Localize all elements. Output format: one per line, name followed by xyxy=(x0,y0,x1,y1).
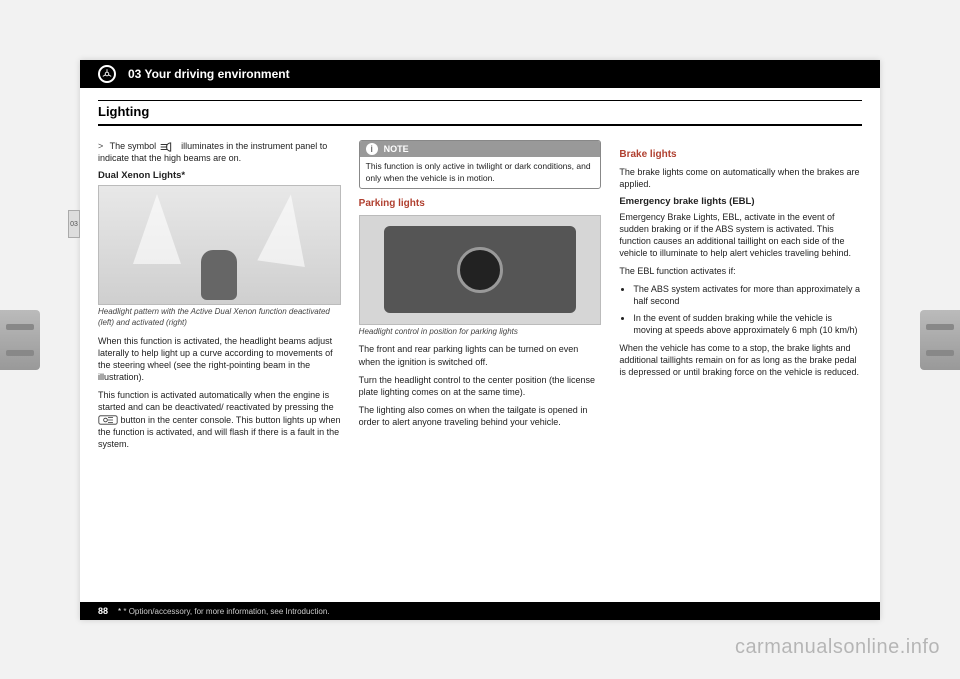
column-3: Brake lights The brake lights come on au… xyxy=(619,140,862,580)
col3-p4: When the vehicle has come to a stop, the… xyxy=(619,342,862,378)
headlight-pattern-figure xyxy=(98,185,341,305)
chapter-side-tab: 03 xyxy=(68,210,80,238)
ebl-bullet-2: In the event of sudden braking while the… xyxy=(633,312,862,336)
parking-lights-heading: Parking lights xyxy=(359,197,602,211)
chevron-icon: > xyxy=(98,141,103,151)
headlight-control-figure xyxy=(359,215,602,325)
section-rule-bottom xyxy=(98,124,862,126)
column-2: i NOTE This function is only active in t… xyxy=(359,140,602,580)
binding-decoration-right xyxy=(920,310,960,370)
column-1: > The symbol illuminates in the instrume… xyxy=(98,140,341,580)
ebl-bullets: The ABS system activates for more than a… xyxy=(619,283,862,336)
high-beam-symbol-icon xyxy=(159,142,179,152)
section-heading-block: Lighting xyxy=(80,88,880,130)
col1-p2: This function is activated automatically… xyxy=(98,389,341,450)
chapter-title: 03 Your driving environment xyxy=(128,67,290,81)
col2-p2: Turn the headlight control to the center… xyxy=(359,374,602,398)
dual-xenon-heading: Dual Xenon Lights* xyxy=(98,170,341,183)
page-footer: 88 * * Option/accessory, for more inform… xyxy=(80,602,880,620)
chapter-header: 03 Your driving environment xyxy=(80,60,880,88)
note-box: i NOTE This function is only active in t… xyxy=(359,140,602,189)
note-body: This function is only active in twilight… xyxy=(360,157,601,188)
bullet-lead: The symbol xyxy=(110,141,157,151)
page-number: 88 xyxy=(98,606,108,616)
ebl-bullet-1: The ABS system activates for more than a… xyxy=(633,283,862,307)
col3-p3: The EBL function activates if: xyxy=(619,265,862,277)
col2-p1: The front and rear parking lights can be… xyxy=(359,343,602,367)
figure-caption-2: Headlight control in position for parkin… xyxy=(359,327,602,338)
content-columns: > The symbol illuminates in the instrume… xyxy=(80,130,880,580)
col1-p1: When this function is activated, the hea… xyxy=(98,335,341,384)
steering-wheel-icon xyxy=(98,65,116,83)
info-icon: i xyxy=(366,143,378,155)
ebl-heading: Emergency brake lights (EBL) xyxy=(619,196,862,209)
col3-p1: The brake lights come on automatically w… xyxy=(619,166,862,190)
note-head: i NOTE xyxy=(360,141,601,157)
col2-p3: The lighting also comes on when the tail… xyxy=(359,404,602,428)
watermark: carmanualsonline.info xyxy=(735,636,940,659)
footnote: * * Option/accessory, for more informati… xyxy=(118,607,330,616)
section-title: Lighting xyxy=(98,101,862,122)
figure-caption-1: Headlight pattern with the Active Dual X… xyxy=(98,307,341,329)
high-beam-bullet: > The symbol illuminates in the instrume… xyxy=(98,140,341,164)
col3-p2: Emergency Brake Lights, EBL, activate in… xyxy=(619,211,862,260)
manual-page: 03 03 Your driving environment Lighting … xyxy=(80,60,880,620)
brake-lights-heading: Brake lights xyxy=(619,148,862,162)
active-bending-button-icon xyxy=(98,415,118,425)
col1-p2c: button in the center console. This butto… xyxy=(98,415,341,449)
note-label: NOTE xyxy=(384,143,409,155)
footnote-text: * Option/accessory, for more information… xyxy=(123,607,329,616)
col1-p2b: reactivated by pressing the xyxy=(226,402,334,412)
binding-decoration-left xyxy=(0,310,40,370)
